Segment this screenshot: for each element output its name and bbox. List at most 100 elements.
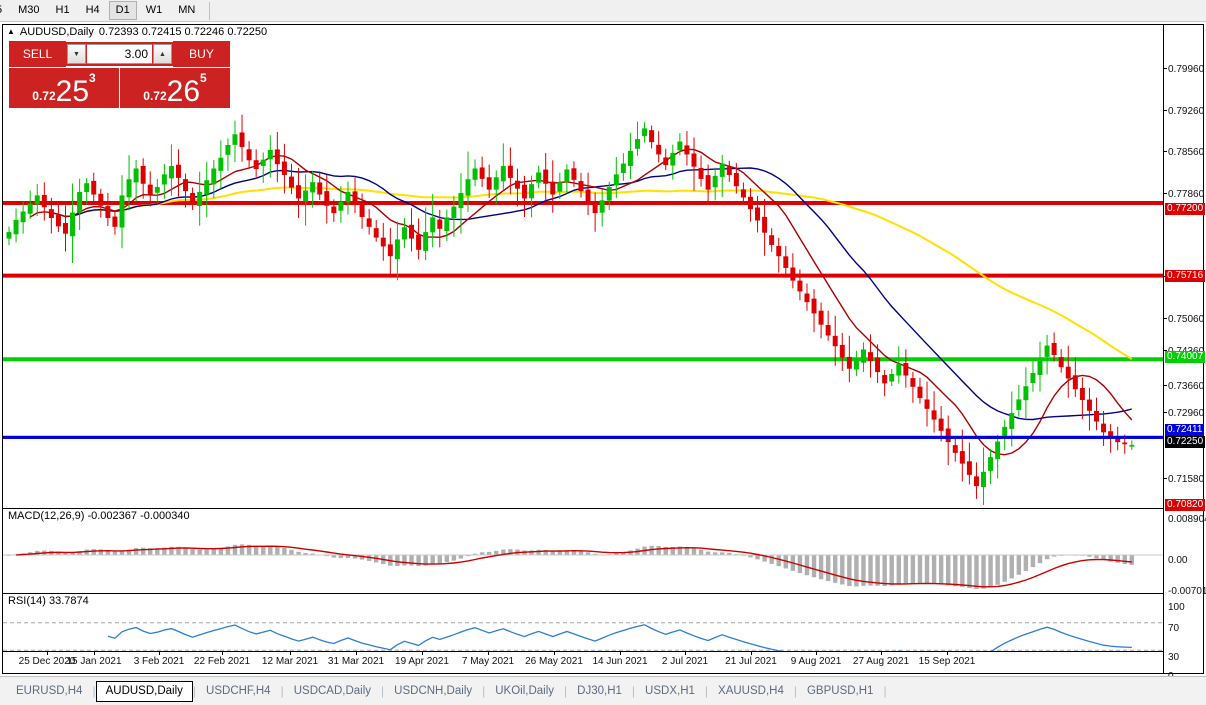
timeframe-5[interactable]: 5 <box>0 1 9 20</box>
candle-body <box>458 192 464 209</box>
macd-bar <box>508 549 513 555</box>
price-level-label-green: 0.74007 <box>1165 351 1206 363</box>
date-tick <box>488 652 489 655</box>
macd-bar <box>126 549 132 555</box>
candle-body <box>401 227 407 240</box>
date-tick <box>422 652 423 655</box>
macd-bar <box>938 555 944 585</box>
chart-tab-usdx-h1[interactable]: USDX,H1 <box>645 684 695 697</box>
candle-body <box>430 217 436 233</box>
sell-button[interactable]: SELL <box>9 41 66 67</box>
macd-bar <box>416 555 421 567</box>
timeframe-w1[interactable]: W1 <box>145 4 163 16</box>
macd-bar <box>119 550 125 555</box>
tab-separator: | <box>92 684 96 698</box>
macd-bar <box>917 555 923 584</box>
candle-body <box>465 179 471 196</box>
collapse-arrow-icon[interactable]: ▲ <box>7 27 15 36</box>
chart-tab-gbpusd-h1[interactable]: GBPUSD,H1 <box>806 684 874 697</box>
buy-button[interactable]: BUY <box>173 41 230 67</box>
candle-body <box>620 163 626 173</box>
macd-bar <box>614 553 619 555</box>
date-tick-label: 9 Aug 2021 <box>790 656 842 667</box>
chart-tab-ukoil-daily[interactable]: UKOil,Daily <box>495 684 555 697</box>
macd-bar <box>451 555 457 561</box>
macd-bar <box>1009 555 1014 579</box>
date-tick-label: 19 Apr 2021 <box>395 656 449 667</box>
candle-body <box>303 190 309 202</box>
date-tick-label: 15 Jan 2021 <box>66 656 122 667</box>
macd-bar <box>232 544 238 555</box>
chart-tab-usdcad-daily[interactable]: USDCAD,Daily <box>293 684 372 697</box>
candle-body <box>331 206 337 214</box>
candle-body <box>232 134 238 145</box>
timeframe-mn[interactable]: MN <box>178 4 196 16</box>
sell-price-display[interactable]: 0.72 25 3 <box>9 68 119 108</box>
macd-bar <box>352 555 358 559</box>
tab-separator: | <box>280 684 284 698</box>
timeframe-h4[interactable]: H4 <box>85 4 100 16</box>
macd-bar <box>218 547 224 555</box>
candle-body <box>769 235 775 245</box>
volume-decrease-button[interactable]: ▼ <box>67 44 86 64</box>
ma-mid-line <box>51 167 1132 421</box>
macd-bar <box>557 550 563 555</box>
macd-bar <box>56 551 61 555</box>
macd-bar <box>769 555 774 564</box>
timeframe-h1[interactable]: H1 <box>55 4 70 16</box>
candle-body <box>246 149 252 161</box>
candle-body <box>550 181 556 195</box>
macd-bar <box>592 553 598 555</box>
macd-bar <box>585 552 591 555</box>
buy-price-display[interactable]: 0.72 26 5 <box>120 68 230 108</box>
macd-bar <box>1016 555 1022 575</box>
macd-bar <box>395 555 400 567</box>
candle-body <box>514 180 520 189</box>
buy-price-pipette: 5 <box>200 71 207 85</box>
date-tick-label: 7 May 2021 <box>461 656 515 667</box>
toolbar-separator <box>209 1 211 20</box>
price-scale[interactable]: 0.799600.792600.785600.778600.764600.750… <box>1163 25 1206 682</box>
candle-body <box>77 191 83 213</box>
candle-body <box>917 386 923 399</box>
macd-bar <box>105 550 111 555</box>
macd-bar <box>840 555 845 585</box>
candle-body <box>91 180 97 195</box>
volume-increase-button[interactable]: ▲ <box>153 44 172 64</box>
price-tick-label: 0.79960 <box>1168 63 1205 75</box>
price-pane[interactable] <box>3 39 1163 505</box>
chart-tab-eurusd-h4[interactable]: EURUSD,H4 <box>16 684 83 697</box>
price-level-label-blue: 0.72411 <box>1165 424 1205 436</box>
candle-body <box>211 168 217 185</box>
chart-tab-xauusd-h4[interactable]: XAUUSD,H4 <box>718 684 784 697</box>
macd-pane[interactable]: MACD(12,26,9) -0.002367 -0.000340 <box>3 508 1163 592</box>
chart-tab-audusd-daily[interactable]: AUDUSD,Daily <box>95 680 193 702</box>
macd-bar <box>571 550 577 555</box>
date-tick <box>222 652 223 655</box>
timeframe-d1[interactable]: D1 <box>108 1 137 20</box>
candle-body <box>924 399 930 409</box>
candle-body <box>119 195 125 228</box>
price-tick-label: 0.71580 <box>1168 473 1205 485</box>
volume-input[interactable]: 3.00 <box>87 44 152 64</box>
candle-body <box>260 159 266 166</box>
candle-body <box>387 244 393 257</box>
macd-bar <box>289 549 294 555</box>
macd-signal-line <box>16 545 1132 588</box>
candle-body <box>197 191 203 207</box>
date-tick <box>685 652 686 655</box>
candle-body <box>811 298 817 314</box>
date-scale[interactable]: 25 Dec 2020 15 Jan 2021 3 Feb 2021 22 Feb 2… <box>3 651 1163 673</box>
chart-tab-usdcnh-daily[interactable]: USDCNH,Daily <box>394 684 473 697</box>
timeframe-m30[interactable]: M30 <box>18 4 40 16</box>
chart-tab-dj30-h1[interactable]: DJ30,H1 <box>577 684 622 697</box>
scale-tick <box>1164 193 1167 194</box>
macd-bar <box>931 555 937 584</box>
candle-body <box>599 200 605 213</box>
macd-bar <box>133 548 139 555</box>
date-tick <box>751 652 752 655</box>
macd-bar <box>663 546 668 555</box>
date-tick-label: 26 May 2021 <box>525 656 583 667</box>
chart-tab-usdchf-h4[interactable]: USDCHF,H4 <box>206 684 271 697</box>
price-chart-svg <box>3 114 1163 505</box>
